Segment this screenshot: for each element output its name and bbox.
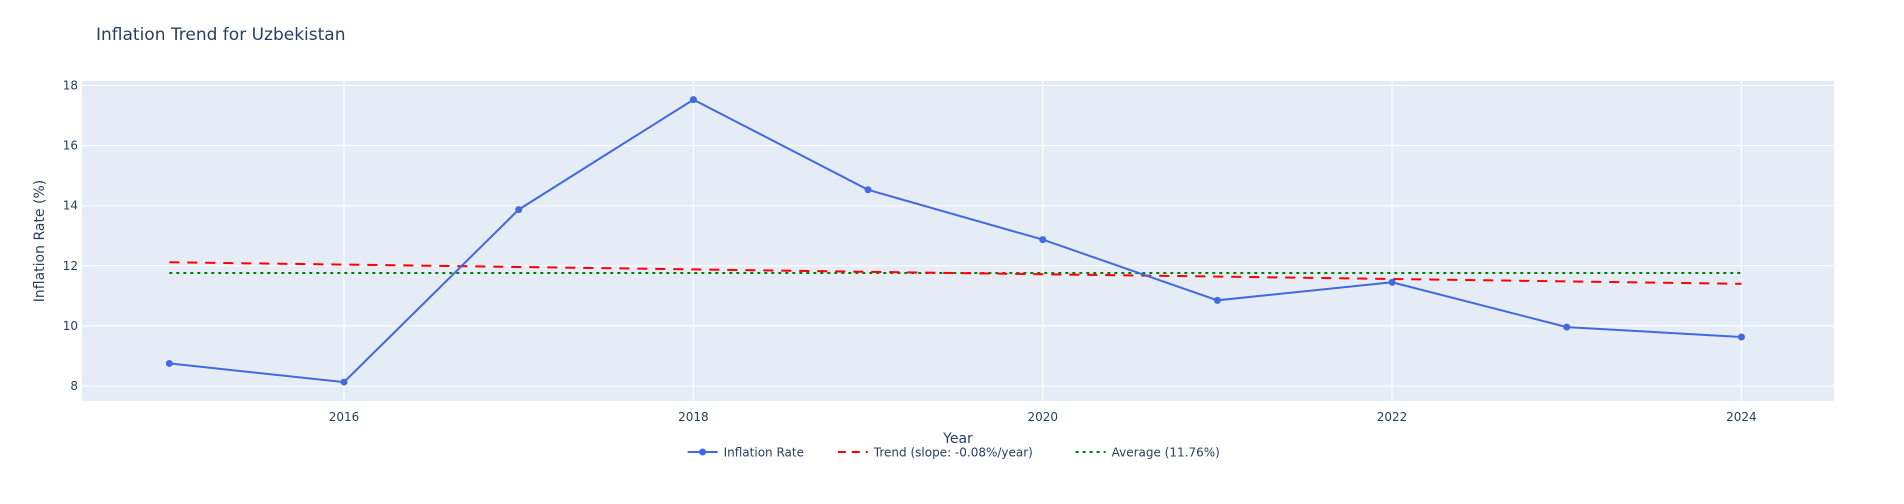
legend-label: Inflation Rate [724,446,804,460]
x-axis-title: Year [942,431,973,447]
grid-layer [82,81,1834,401]
data-point [1213,296,1221,304]
legend-label: Trend (slope: -0.08%/year) [873,446,1033,460]
tick-layer: 2016 2018 2020 2022 2024 8 10 12 14 16 18 [63,79,1757,424]
y-tick-label: 8 [70,379,78,393]
x-tick-label: 2018 [678,410,709,424]
data-point [1388,278,1396,286]
plot-area [82,81,1834,401]
legend: Inflation Rate Trend (slope: -0.08%/year)… [687,446,1220,460]
x-tick-label: 2016 [329,410,360,424]
y-tick-label: 12 [63,259,78,273]
data-point [1039,236,1047,244]
y-tick-label: 14 [63,199,78,213]
chart-title: Inflation Trend for Uzbekistan [96,25,346,45]
y-tick-label: 18 [63,79,78,93]
series-line-0 [169,98,1742,384]
data-point [1563,323,1571,331]
y-tick-label: 10 [63,319,78,333]
legend-marker [699,448,707,456]
data-point [515,206,523,214]
x-tick-label: 2024 [1726,410,1757,424]
data-point [689,96,697,104]
data-point [1737,333,1745,341]
legend-label: Average (11.76%) [1112,446,1220,460]
data-point [165,359,173,367]
x-tick-label: 2020 [1027,410,1058,424]
y-tick-label: 16 [63,139,78,153]
x-tick-label: 2022 [1377,410,1408,424]
data-point [340,378,348,386]
y-axis-title: Inflation Rate (%) [32,180,48,302]
series-layer [165,96,1745,386]
data-point [864,186,872,194]
